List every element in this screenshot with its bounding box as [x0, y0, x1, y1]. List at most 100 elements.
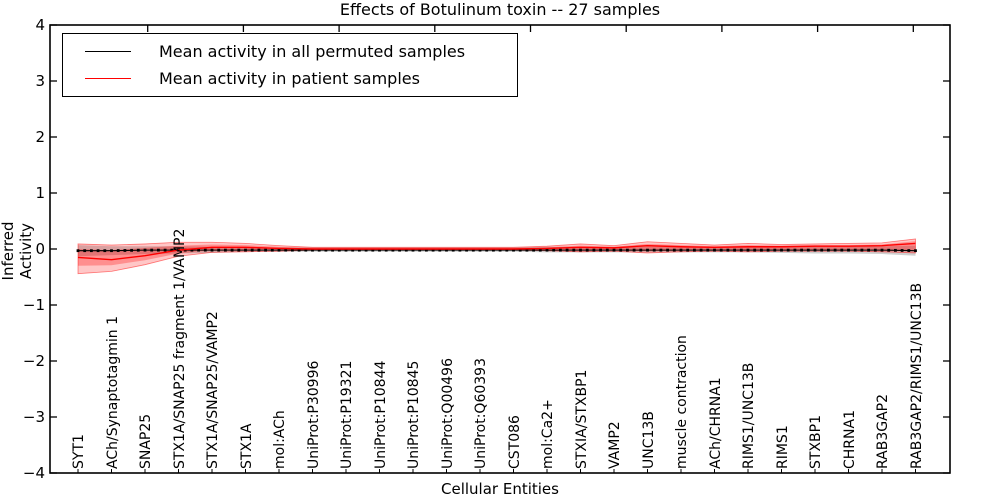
- permuted-marker: [659, 248, 663, 252]
- x-tick-label: RAB3GAP2: [875, 393, 891, 469]
- chart-title: Effects of Botulinum toxin -- 27 samples: [339, 0, 661, 19]
- permuted-marker: [498, 248, 502, 252]
- y-tick-label: 0: [35, 240, 45, 258]
- permuted-marker: [753, 248, 757, 252]
- legend-entry-patient: Mean activity in patient samples: [63, 69, 517, 88]
- permuted-marker: [599, 248, 602, 252]
- permuted-marker: [431, 248, 435, 252]
- permuted-marker: [197, 248, 200, 252]
- x-tick-label: mol:Ca2+: [540, 399, 556, 469]
- legend-line-sample-black: [85, 51, 131, 52]
- permuted-marker: [840, 248, 844, 252]
- permuted-marker: [277, 248, 281, 252]
- permuted-marker: [713, 248, 716, 252]
- permuted-marker: [157, 248, 160, 252]
- permuted-marker: [116, 249, 120, 252]
- permuted-marker: [693, 248, 696, 252]
- permuted-marker: [123, 249, 127, 252]
- permuted-marker: [304, 248, 308, 252]
- permuted-marker: [887, 248, 891, 252]
- permuted-marker: [264, 248, 267, 252]
- permuted-marker: [726, 248, 730, 252]
- permuted-marker: [706, 248, 710, 252]
- permuted-marker: [485, 248, 489, 252]
- x-tick-label: SYT1: [71, 434, 87, 469]
- permuted-marker: [760, 248, 763, 252]
- permuted-marker: [190, 248, 194, 252]
- permuted-marker: [739, 248, 743, 252]
- permuted-marker: [465, 248, 468, 252]
- permuted-marker: [512, 248, 515, 252]
- permuted-marker: [833, 248, 837, 252]
- permuted-marker: [471, 248, 475, 252]
- permuted-marker: [538, 248, 542, 252]
- permuted-marker: [458, 248, 462, 252]
- y-tick-label: 3: [35, 72, 45, 90]
- legend-line-sample-red: [85, 78, 131, 79]
- permuted-marker: [170, 248, 174, 252]
- permuted-marker: [847, 248, 850, 252]
- permuted-marker: [445, 248, 448, 252]
- permuted-marker: [579, 248, 582, 252]
- permuted-marker: [559, 248, 562, 252]
- permuted-marker: [820, 248, 824, 252]
- permuted-marker: [418, 248, 422, 252]
- permuted-marker: [525, 248, 529, 252]
- x-tick-label: UniProt:P10845: [406, 360, 422, 469]
- permuted-marker: [250, 248, 254, 252]
- permuted-marker: [626, 248, 629, 252]
- permuted-marker: [358, 248, 361, 252]
- permuted-marker: [532, 248, 535, 252]
- permuted-marker: [699, 248, 703, 252]
- permuted-marker: [914, 249, 917, 253]
- permuted-marker: [351, 248, 355, 252]
- x-tick-label: STXBP1: [808, 415, 824, 469]
- permuted-marker: [90, 249, 93, 253]
- legend-entry-permuted: Mean activity in all permuted samples: [63, 42, 517, 61]
- permuted-marker: [619, 248, 623, 252]
- permuted-marker: [827, 248, 830, 252]
- permuted-marker: [83, 249, 87, 253]
- y-tick-label: 4: [35, 16, 45, 34]
- permuted-marker: [384, 248, 388, 252]
- x-tick-label: UniProt:Q60393: [473, 358, 489, 469]
- permuted-marker: [110, 249, 113, 253]
- x-tick-label: UniProt:Q00496: [439, 358, 456, 469]
- permuted-marker: [150, 248, 154, 252]
- y-tick-label: 2: [35, 128, 45, 146]
- x-tick-label: UNC13B: [640, 411, 657, 469]
- patient-std-band-outer: [77, 238, 916, 275]
- permuted-marker: [505, 248, 509, 252]
- permuted-marker: [585, 248, 589, 252]
- x-tick-label: VAMP2: [607, 421, 623, 469]
- x-tick-label: muscle contraction: [674, 335, 690, 469]
- permuted-marker: [867, 248, 870, 252]
- legend-label: Mean activity in all permuted samples: [159, 42, 466, 61]
- permuted-marker: [451, 248, 455, 252]
- permuted-marker: [894, 248, 897, 252]
- permuted-marker: [773, 248, 777, 252]
- permuted-marker: [311, 248, 314, 252]
- legend: Mean activity in all permuted samples Me…: [62, 33, 518, 97]
- permuted-marker: [130, 248, 133, 252]
- permuted-marker: [605, 248, 609, 252]
- permuted-marker: [518, 248, 522, 252]
- permuted-marker: [398, 248, 401, 252]
- x-tick-label: STX1A/SNAP25/VAMP2: [205, 311, 221, 469]
- permuted-marker: [552, 248, 556, 252]
- permuted-marker: [545, 248, 549, 252]
- permuted-marker: [331, 248, 334, 252]
- permuted-marker: [143, 248, 147, 252]
- permuted-marker: [652, 248, 656, 252]
- permuted-marker: [592, 248, 596, 252]
- x-tick-label: CHRNA1: [841, 410, 858, 469]
- permuted-marker: [411, 248, 415, 252]
- permuted-marker: [364, 248, 368, 252]
- permuted-marker: [860, 248, 864, 252]
- y-tick-label: −1: [22, 296, 45, 314]
- permuted-marker: [163, 248, 167, 252]
- x-tick-label: UniProt:P30996: [305, 360, 322, 469]
- permuted-marker: [371, 248, 375, 252]
